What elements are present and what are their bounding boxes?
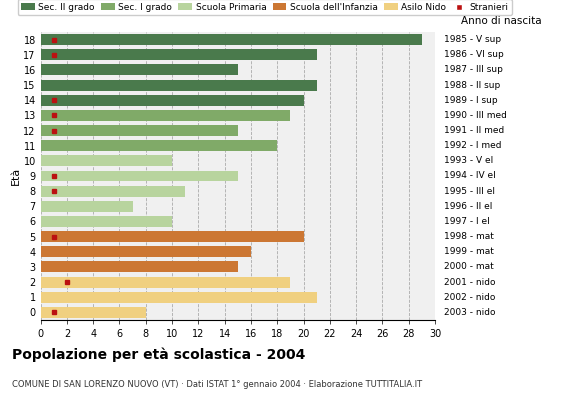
Text: COMUNE DI SAN LORENZO NUOVO (VT) · Dati ISTAT 1° gennaio 2004 · Elaborazione TUT: COMUNE DI SAN LORENZO NUOVO (VT) · Dati …: [12, 380, 422, 389]
Bar: [41, 277, 291, 288]
Text: 1994 - IV el: 1994 - IV el: [444, 172, 496, 180]
Bar: [41, 201, 133, 212]
Bar: [41, 170, 238, 182]
Bar: [41, 125, 238, 136]
Bar: [41, 95, 303, 106]
Text: 2000 - mat: 2000 - mat: [444, 262, 494, 272]
Text: 1995 - III el: 1995 - III el: [444, 187, 495, 196]
Bar: [41, 155, 172, 166]
Bar: [41, 140, 277, 151]
Bar: [41, 292, 317, 303]
Text: 1991 - II med: 1991 - II med: [444, 126, 505, 135]
Bar: [41, 186, 185, 197]
Legend: Sec. II grado, Sec. I grado, Scuola Primaria, Scuola dell'Infanzia, Asilo Nido, : Sec. II grado, Sec. I grado, Scuola Prim…: [17, 0, 512, 15]
Text: 1987 - III sup: 1987 - III sup: [444, 65, 503, 74]
Text: 1998 - mat: 1998 - mat: [444, 232, 494, 241]
Bar: [41, 216, 172, 227]
Y-axis label: Età: Età: [10, 167, 20, 185]
Text: 2003 - nido: 2003 - nido: [444, 308, 496, 317]
Bar: [41, 307, 146, 318]
Text: 1989 - I sup: 1989 - I sup: [444, 96, 498, 105]
Text: 1985 - V sup: 1985 - V sup: [444, 35, 501, 44]
Text: Anno di nascita: Anno di nascita: [461, 16, 542, 26]
Bar: [41, 231, 303, 242]
Bar: [41, 49, 317, 60]
Text: 1990 - III med: 1990 - III med: [444, 111, 507, 120]
Bar: [41, 246, 251, 257]
Bar: [41, 34, 422, 45]
Bar: [41, 80, 317, 90]
Text: 2002 - nido: 2002 - nido: [444, 293, 496, 302]
Text: 1992 - I med: 1992 - I med: [444, 141, 502, 150]
Text: 1993 - V el: 1993 - V el: [444, 156, 494, 165]
Text: 1999 - mat: 1999 - mat: [444, 247, 494, 256]
Bar: [41, 110, 291, 121]
Text: 1996 - II el: 1996 - II el: [444, 202, 492, 211]
Bar: [41, 64, 238, 75]
Text: 1986 - VI sup: 1986 - VI sup: [444, 50, 504, 59]
Text: Popolazione per età scolastica - 2004: Popolazione per età scolastica - 2004: [12, 348, 305, 362]
Text: 1997 - I el: 1997 - I el: [444, 217, 490, 226]
Bar: [41, 262, 238, 272]
Text: 2001 - nido: 2001 - nido: [444, 278, 496, 287]
Text: 1988 - II sup: 1988 - II sup: [444, 80, 501, 90]
